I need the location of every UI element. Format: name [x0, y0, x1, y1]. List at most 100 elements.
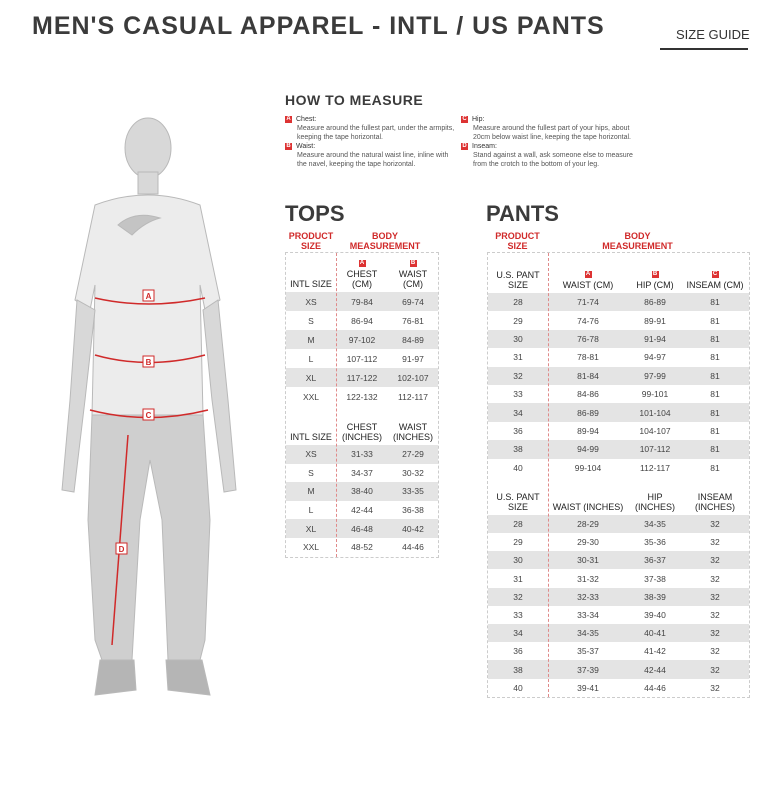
table-divider [336, 253, 337, 557]
marker-c [142, 408, 155, 421]
table-row: 38 94-99 107-112 81 [488, 440, 749, 459]
measurement-cell: 81-84 [577, 370, 599, 381]
size-cell: 29 [513, 537, 523, 548]
instructions-left: A Chest: Measure around the fullest part,… [285, 115, 455, 169]
column-header: B WAIST (CM) [388, 260, 438, 289]
tops-product-size: PRODUCT SIZE [288, 231, 334, 251]
measurement-cell: 122-132 [346, 391, 378, 402]
table-row: M 97-102 84-89 [286, 330, 438, 349]
badge-d: D [461, 143, 468, 150]
size-cell: S [308, 315, 314, 326]
column-header-label: U.S. PANT SIZE [496, 491, 540, 512]
measurement-cell: 71-74 [577, 297, 599, 308]
column-header-label: WAIST (INCHES) [552, 501, 624, 512]
marker-d-label: D [119, 545, 125, 554]
measurement-cell: 36-38 [402, 505, 424, 516]
measurement-cell: 81 [710, 297, 720, 308]
table-row: 32 81-84 97-99 81 [488, 366, 749, 385]
measurement-cell: 30-31 [577, 555, 599, 566]
measurement-cell: 81 [710, 407, 720, 418]
chest-label: Chest: [296, 116, 317, 123]
table-row: 33 33-34 39-40 32 [488, 606, 749, 624]
badge-b: B [285, 143, 292, 150]
hip-label: Hip: [472, 116, 485, 123]
measurement-cell: 39-41 [577, 682, 599, 693]
size-cell: 29 [513, 315, 523, 326]
marker-d [115, 542, 128, 555]
size-cell: 33 [513, 609, 523, 620]
chest-desc: Measure around the fullest part, under t… [297, 125, 455, 141]
size-cell: 32 [513, 370, 523, 381]
measurement-cell: 34-35 [577, 628, 599, 639]
measurement-cell: 84-86 [577, 389, 599, 400]
table-row: XXL 48-52 44-46 [286, 538, 438, 557]
measurement-cell: 81 [710, 315, 720, 326]
pants-table: U.S. PANT SIZE A WAIST (CM) B HIP (CM) C INSEA… [487, 252, 750, 698]
size-cell: XXL [302, 542, 320, 553]
size-cell: 28 [513, 297, 523, 308]
measurement-cell: 48-52 [351, 542, 373, 553]
table-row: 36 35-37 41-42 32 [488, 642, 749, 660]
measurement-cell: 40-42 [402, 523, 424, 534]
column-header: WAIST (INCHES) [388, 422, 438, 442]
column-header-label: CHEST (CM) [346, 269, 378, 289]
table-row: 28 71-74 86-89 81 [488, 293, 749, 312]
badge-c: C [711, 271, 719, 278]
inseam-desc: Stand against a wall, ask someone else t… [473, 152, 633, 168]
measurement-cell: 38-39 [644, 591, 666, 602]
measurement-cell: 78-81 [577, 352, 599, 363]
measurement-cell: 46-48 [351, 523, 373, 534]
measurement-cell: 32 [710, 591, 720, 602]
measurement-cell: 81 [710, 462, 720, 473]
measurement-cell: 99-104 [574, 462, 602, 473]
size-cell: 33 [513, 389, 523, 400]
table-row: XXL 122-132 112-117 [286, 387, 438, 406]
measurement-cell: 27-29 [402, 449, 424, 460]
size-cell: XXL [302, 391, 320, 402]
inseam-label: Inseam: [472, 143, 497, 150]
measurement-cell: 89-94 [577, 425, 599, 436]
measurement-cell: 32 [710, 555, 720, 566]
size-cell: 34 [513, 407, 523, 418]
size-cell: L [308, 353, 314, 364]
column-header-label: WAIST (CM) [398, 269, 428, 289]
pants-body-measurement: BODY MEASUREMENT [602, 231, 673, 251]
measurement-cell: 81 [710, 425, 720, 436]
tops-body-measurement: BODY MEASUREMENT [349, 231, 421, 251]
size-cell: 36 [513, 425, 523, 436]
measurement-cell: 74-76 [577, 315, 599, 326]
column-header-label: WAIST (CM) [562, 280, 614, 290]
size-cell: 40 [513, 682, 523, 693]
measurement-cell: 91-97 [402, 353, 424, 364]
measurement-cell: 86-89 [644, 297, 666, 308]
column-header: A WAIST (CM) [548, 271, 628, 290]
measurement-cell: 38-40 [351, 486, 373, 497]
column-header-label: HIP (INCHES) [635, 491, 675, 512]
size-cell: XL [305, 523, 317, 534]
measurement-cell: 29-30 [577, 537, 599, 548]
size-guide-underline [660, 48, 748, 50]
size-cell: XS [305, 296, 317, 307]
size-cell: 31 [513, 573, 523, 584]
badge-c: C [461, 116, 468, 123]
tops-cm-header-row: INTL SIZE A CHEST (CM) B WAIST (CM) [286, 253, 438, 292]
column-header-label: INTL SIZE [290, 432, 332, 442]
tops-inches-header-row: INTL SIZE CHEST (INCHES) WAIST (INCHES) [286, 406, 438, 445]
column-header: B HIP (CM) [628, 271, 682, 290]
marker-a [142, 289, 155, 302]
measurement-cell: 91-94 [644, 333, 666, 344]
measurement-cell: 37-38 [644, 573, 666, 584]
size-cell: 31 [513, 352, 523, 363]
size-cell: 28 [513, 519, 523, 529]
marker-b-label: B [146, 358, 152, 367]
size-cell: M [307, 334, 315, 345]
table-row: 31 78-81 94-97 81 [488, 348, 749, 366]
table-row: 31 31-32 37-38 32 [488, 569, 749, 587]
size-cell: 38 [513, 444, 523, 455]
table-row: L 107-112 91-97 [286, 349, 438, 368]
size-cell: 30 [513, 333, 523, 344]
size-cell: 30 [513, 555, 523, 566]
column-header: CHEST (INCHES) [336, 422, 388, 442]
page-title: MEN'S CASUAL APPAREL - INTL / US PANTS [32, 12, 605, 40]
measurement-cell: 81 [710, 333, 720, 344]
